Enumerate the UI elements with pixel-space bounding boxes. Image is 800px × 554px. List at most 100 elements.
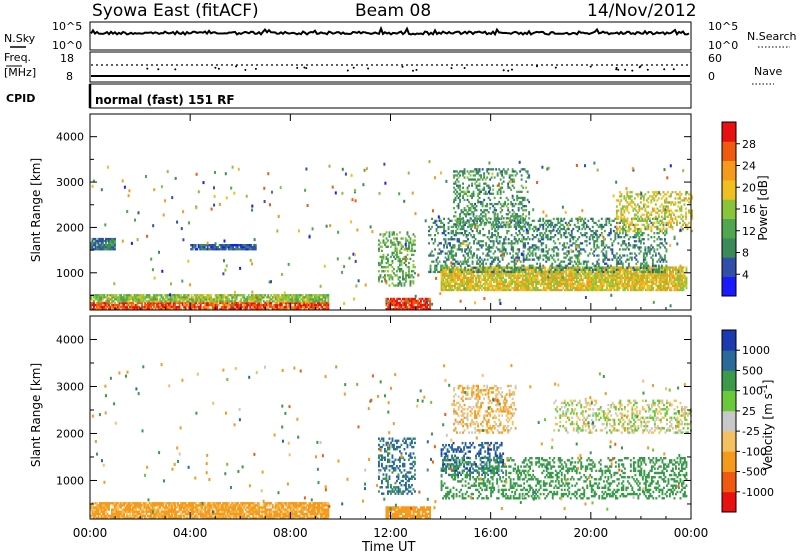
- echo-cell: [492, 244, 495, 247]
- echo-cell: [667, 284, 670, 288]
- echo-cell: [279, 305, 282, 309]
- echo-cell: [646, 272, 649, 275]
- echo-cell: [656, 274, 659, 277]
- echo-cell: [520, 280, 523, 283]
- echo-cell: [390, 299, 392, 303]
- echo-cell: [310, 305, 313, 309]
- echo-cell: [174, 300, 176, 303]
- echo-cell: [111, 308, 113, 311]
- echo-cell: [504, 238, 507, 241]
- echo-cell: [480, 223, 482, 226]
- echo-cell: [593, 254, 596, 257]
- echo-cell: [684, 280, 686, 283]
- echo-cell: [387, 239, 389, 242]
- echo-cell: [606, 234, 609, 237]
- echo-cell: [608, 274, 611, 277]
- echo-cell: [676, 272, 679, 275]
- echo-cell: [664, 246, 666, 249]
- echo-cell: [662, 260, 665, 263]
- echo-cell: [527, 236, 530, 239]
- echo-cell: [660, 238, 663, 241]
- echo-cell: [136, 294, 139, 297]
- echo-cell: [488, 274, 491, 277]
- echo-cell: [661, 278, 664, 281]
- echo-cell: [517, 282, 520, 286]
- echo-cell: [513, 264, 516, 267]
- echo-cell: [547, 282, 550, 286]
- echo-cell: [247, 303, 250, 307]
- echo-cell: [647, 217, 650, 220]
- echo-cell: [621, 248, 624, 251]
- echo-cell: [628, 282, 631, 286]
- echo-cell: [306, 296, 309, 299]
- echo-cell: [454, 174, 457, 177]
- echo-cell: [593, 240, 596, 243]
- echo-cell: [139, 294, 142, 297]
- echo-cell: [396, 233, 398, 236]
- echo-cell: [315, 298, 318, 301]
- echo-cell: [412, 297, 415, 301]
- echo-cell: [525, 256, 528, 259]
- echo-cell: [440, 280, 443, 283]
- echo-cell: [318, 301, 321, 305]
- echo-cell: [589, 280, 592, 283]
- echo-cell: [539, 282, 542, 286]
- echo-cell: [480, 176, 482, 179]
- echo-cell: [614, 236, 617, 239]
- echo-cell: [623, 282, 626, 286]
- echo-cell: [414, 305, 416, 309]
- echo-cell: [381, 249, 383, 252]
- echo-cell: [496, 217, 499, 220]
- echo-cell: [575, 254, 578, 257]
- echo-cell: [479, 217, 481, 220]
- echo-cell: [492, 258, 495, 261]
- echo-cell: [449, 250, 451, 253]
- echo-cell: [476, 282, 479, 286]
- echo-cell: [490, 223, 493, 226]
- echo-cell: [555, 223, 558, 227]
- echo-cell: [459, 188, 461, 191]
- echo-cell: [596, 254, 599, 257]
- echo-cell: [602, 272, 605, 275]
- echo-cell: [226, 303, 229, 307]
- echo-cell: [397, 297, 400, 301]
- echo-cell: [280, 298, 283, 301]
- echo-cell: [216, 300, 219, 303]
- echo-cell: [494, 280, 497, 283]
- echo-cell: [283, 305, 286, 309]
- echo-cell: [506, 270, 509, 274]
- echo-cell: [454, 188, 457, 191]
- echo-cell: [518, 229, 521, 233]
- echo-cell: [522, 246, 525, 249]
- echo-cell: [635, 274, 638, 277]
- echo-cell: [622, 268, 625, 271]
- echo-cell: [414, 235, 416, 238]
- echo-cell: [405, 241, 407, 244]
- echo-cell: [589, 270, 592, 273]
- echo-cell: [115, 294, 118, 297]
- echo-cell: [608, 276, 611, 279]
- echo-cell: [201, 300, 204, 303]
- echo-cell: [510, 174, 513, 177]
- echo-cell: [605, 217, 608, 220]
- echo-cell: [292, 308, 295, 311]
- date-label: 14/Nov/2012: [587, 1, 697, 21]
- echo-cell: [486, 270, 489, 274]
- echo-cell: [535, 286, 538, 290]
- echo-cell: [126, 294, 128, 297]
- echo-cell: [181, 298, 184, 301]
- echo-cell: [244, 308, 247, 311]
- echo-cell: [592, 280, 595, 283]
- echo-cell: [673, 268, 676, 271]
- echo-cell: [451, 276, 453, 279]
- echo-cell: [545, 286, 548, 290]
- echo-cell: [522, 260, 525, 263]
- echo-cell: [600, 223, 603, 227]
- freq-dot: [235, 65, 237, 68]
- echo-cell: [493, 284, 496, 288]
- echo-cell: [492, 184, 495, 187]
- echo-cell: [652, 286, 655, 290]
- echo-cell: [447, 242, 450, 245]
- echo-cell: [403, 301, 406, 305]
- echo-cell: [415, 301, 418, 305]
